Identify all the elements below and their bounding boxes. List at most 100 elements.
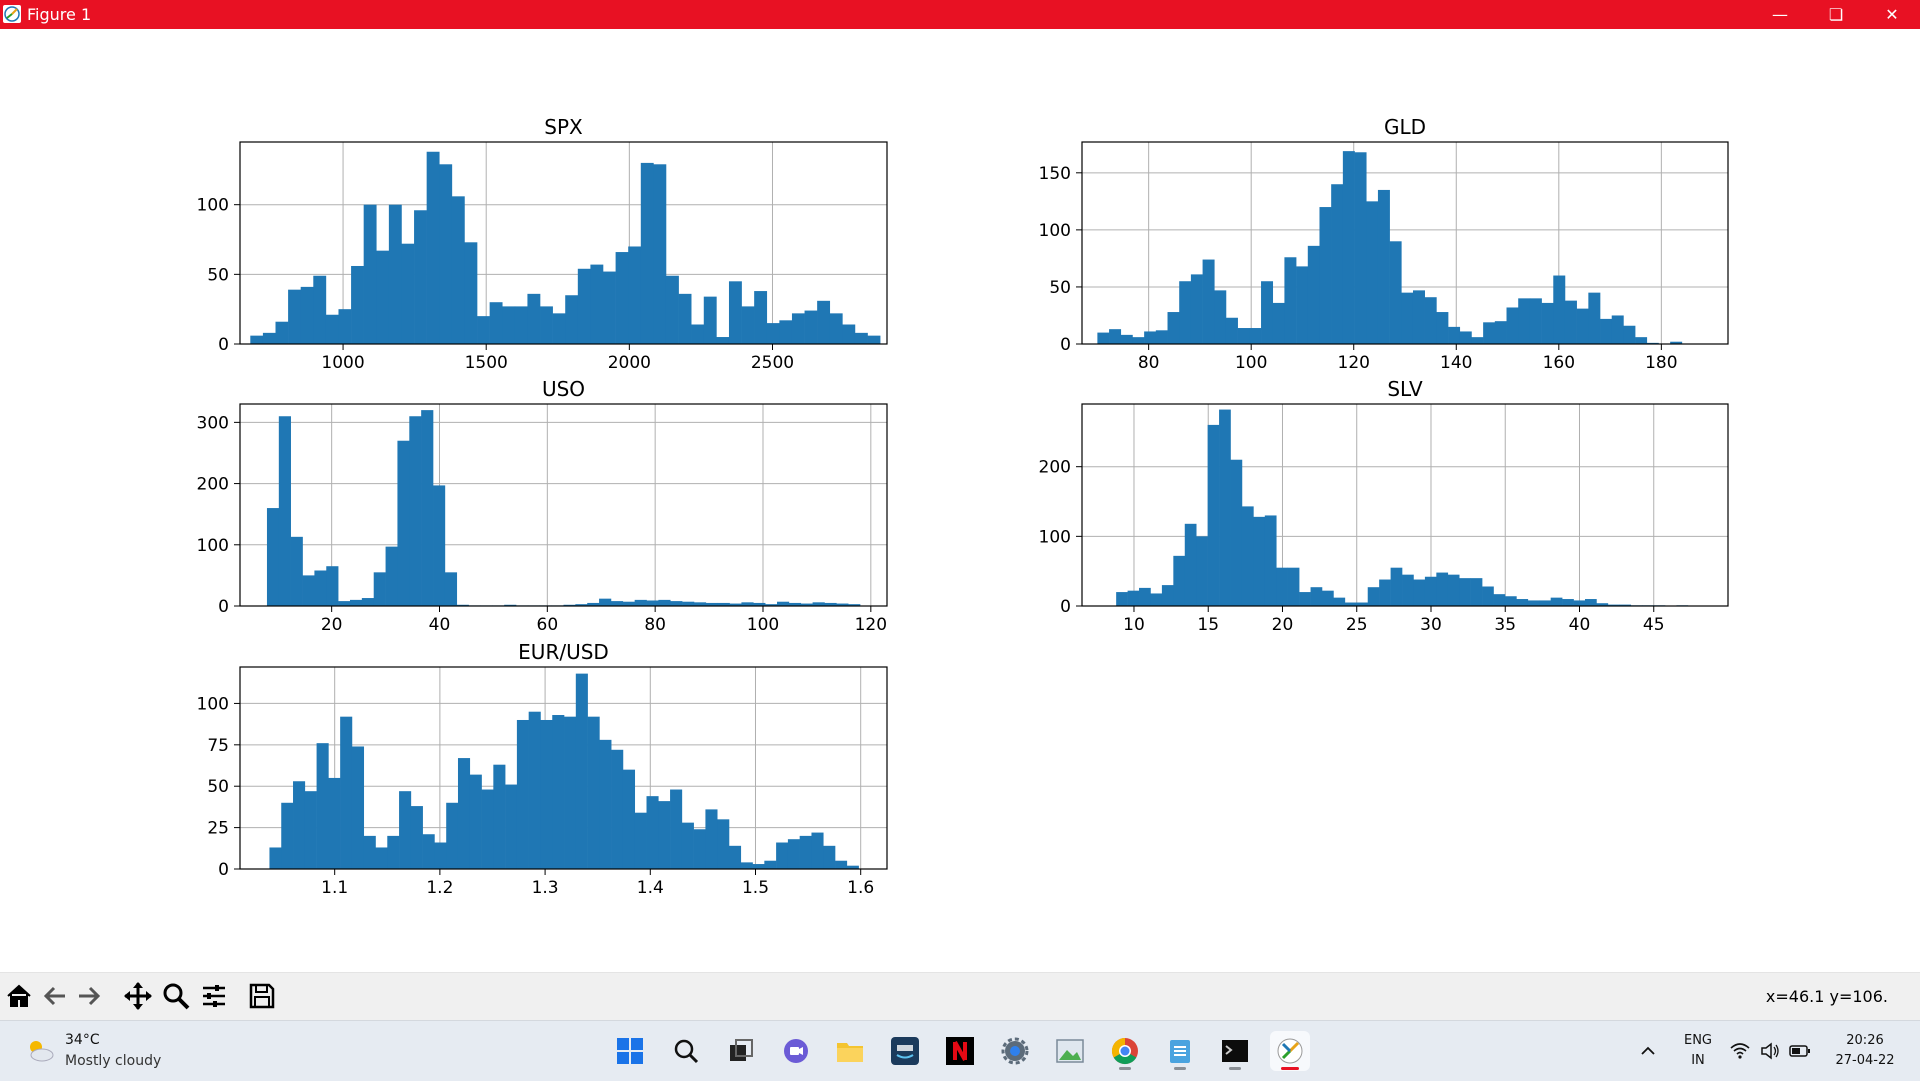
histogram-bar <box>1230 459 1243 606</box>
language-indicator[interactable]: ENG <box>1683 1033 1712 1048</box>
histogram-bar <box>477 316 490 344</box>
chart-spx: 1000 1500 2000 2500 0 50 100 SPX <box>197 115 888 373</box>
histogram-bar <box>1116 592 1128 606</box>
zoom-icon[interactable] <box>160 980 192 1012</box>
histogram-bar <box>646 796 659 869</box>
histogram-bar <box>740 862 753 869</box>
chart-title: USO <box>542 377 585 401</box>
histogram-bar <box>1331 184 1344 344</box>
histogram-bar <box>313 275 327 344</box>
histogram-bar <box>363 204 377 344</box>
histogram-bar <box>1132 337 1145 344</box>
histogram-bar <box>678 293 692 344</box>
histogram-bar <box>1607 604 1620 606</box>
histogram-bar <box>1483 322 1496 344</box>
histogram-bar <box>288 289 301 344</box>
x-tick-label: 60 <box>537 615 559 635</box>
histogram-bar <box>1249 328 1262 344</box>
restore-icon[interactable]: ❏ <box>1828 5 1844 24</box>
photos-icon[interactable] <box>1050 1031 1090 1071</box>
task-view-icon[interactable] <box>721 1031 761 1071</box>
histogram-bar <box>340 716 353 869</box>
histogram-bar <box>514 306 528 344</box>
chrome-icon[interactable] <box>1105 1031 1145 1071</box>
histogram-bar <box>670 789 683 869</box>
home-icon[interactable] <box>3 980 35 1012</box>
minimize-icon[interactable]: — <box>1772 5 1788 24</box>
histogram-bar <box>653 164 667 344</box>
histogram-bar <box>1307 245 1320 344</box>
pan-icon[interactable] <box>122 980 154 1012</box>
histogram-bar <box>812 602 825 606</box>
histogram-bar <box>410 806 423 869</box>
weather-description: Mostly cloudy <box>65 1053 162 1069</box>
wifi-icon[interactable] <box>1726 1031 1754 1071</box>
battery-icon[interactable] <box>1786 1031 1814 1071</box>
save-icon[interactable] <box>246 980 278 1012</box>
search-icon[interactable] <box>666 1031 706 1071</box>
chart-title: SPX <box>544 115 583 139</box>
histogram-bar <box>776 842 789 869</box>
histogram-bar <box>1272 302 1285 344</box>
netflix-icon[interactable] <box>940 1031 980 1071</box>
clock-date[interactable]: 27-04-22 <box>1835 1053 1895 1068</box>
histogram-bar <box>1139 587 1151 606</box>
y-tick-label: 50 <box>1049 278 1071 298</box>
histogram-bar <box>293 781 306 869</box>
histogram-bar <box>1150 593 1163 606</box>
terminal-icon[interactable] <box>1215 1031 1255 1071</box>
histogram-bar <box>599 739 612 869</box>
notepad-icon[interactable] <box>1160 1031 1200 1071</box>
histogram-bar <box>848 604 861 606</box>
histogram-bar <box>691 324 705 344</box>
x-tick-label: 40 <box>429 615 451 635</box>
histogram-bar <box>765 604 778 606</box>
settings-gear-icon[interactable] <box>995 1031 1035 1071</box>
histogram-bar <box>385 546 398 606</box>
histogram-bar <box>516 719 529 869</box>
histogram-bar <box>464 242 478 344</box>
histogram-bar <box>363 835 376 869</box>
histogram-bar <box>1287 567 1300 606</box>
y-tick-label: 100 <box>197 694 229 714</box>
chevron-up-icon[interactable] <box>1628 1031 1668 1071</box>
volume-icon[interactable] <box>1756 1031 1784 1071</box>
axes-frame <box>239 403 888 607</box>
clock-time[interactable]: 20:26 <box>1846 1033 1884 1048</box>
histogram-bar <box>565 295 579 344</box>
histogram-bar <box>1356 602 1369 606</box>
figure-canvas[interactable]: 1000 1500 2000 2500 0 50 100 SPX 80 100 120 140 160 1… <box>0 29 1920 972</box>
histogram-bar <box>1527 600 1540 606</box>
histogram-bar <box>552 715 565 869</box>
matplotlib-figure-taskbar-icon[interactable] <box>1270 1031 1310 1071</box>
histogram-bar <box>1402 574 1414 606</box>
histogram-bar <box>1207 424 1220 606</box>
start-icon[interactable] <box>610 1031 650 1071</box>
chart-eur-usd: 1.1 1.2 1.3 1.4 1.5 1.6 0 25 50 75 100 EUR/USD <box>197 640 888 898</box>
weather-icon[interactable] <box>20 1031 60 1071</box>
file-explorer-icon[interactable] <box>830 1031 870 1071</box>
histogram-bar <box>575 673 588 869</box>
prime-video-icon[interactable] <box>885 1031 925 1071</box>
histogram-bar <box>787 839 800 869</box>
histogram-bar <box>1516 599 1529 606</box>
histogram-bar <box>290 536 303 606</box>
x-tick-label: 1.2 <box>426 878 453 898</box>
histogram-bar <box>846 865 859 869</box>
close-icon[interactable]: ✕ <box>1885 5 1899 24</box>
histogram-bar <box>504 604 517 606</box>
histogram-bar <box>325 314 339 344</box>
histogram-bar <box>338 601 351 606</box>
configure-subplots-icon[interactable] <box>198 980 230 1012</box>
chat-icon[interactable] <box>776 1031 816 1071</box>
histogram-bar <box>587 602 600 606</box>
forward-arrow-icon[interactable] <box>73 980 105 1012</box>
x-tick-label: 100 <box>747 615 779 635</box>
histogram-bar <box>1529 298 1542 344</box>
navigation-toolbar: x=46.1 y=106. <box>0 972 1920 1021</box>
histogram-bar <box>1623 325 1636 344</box>
back-arrow-icon[interactable] <box>39 980 71 1012</box>
histogram-bar <box>1161 585 1174 606</box>
histogram-bar <box>1202 259 1215 344</box>
region-indicator[interactable]: IN <box>1691 1053 1705 1068</box>
